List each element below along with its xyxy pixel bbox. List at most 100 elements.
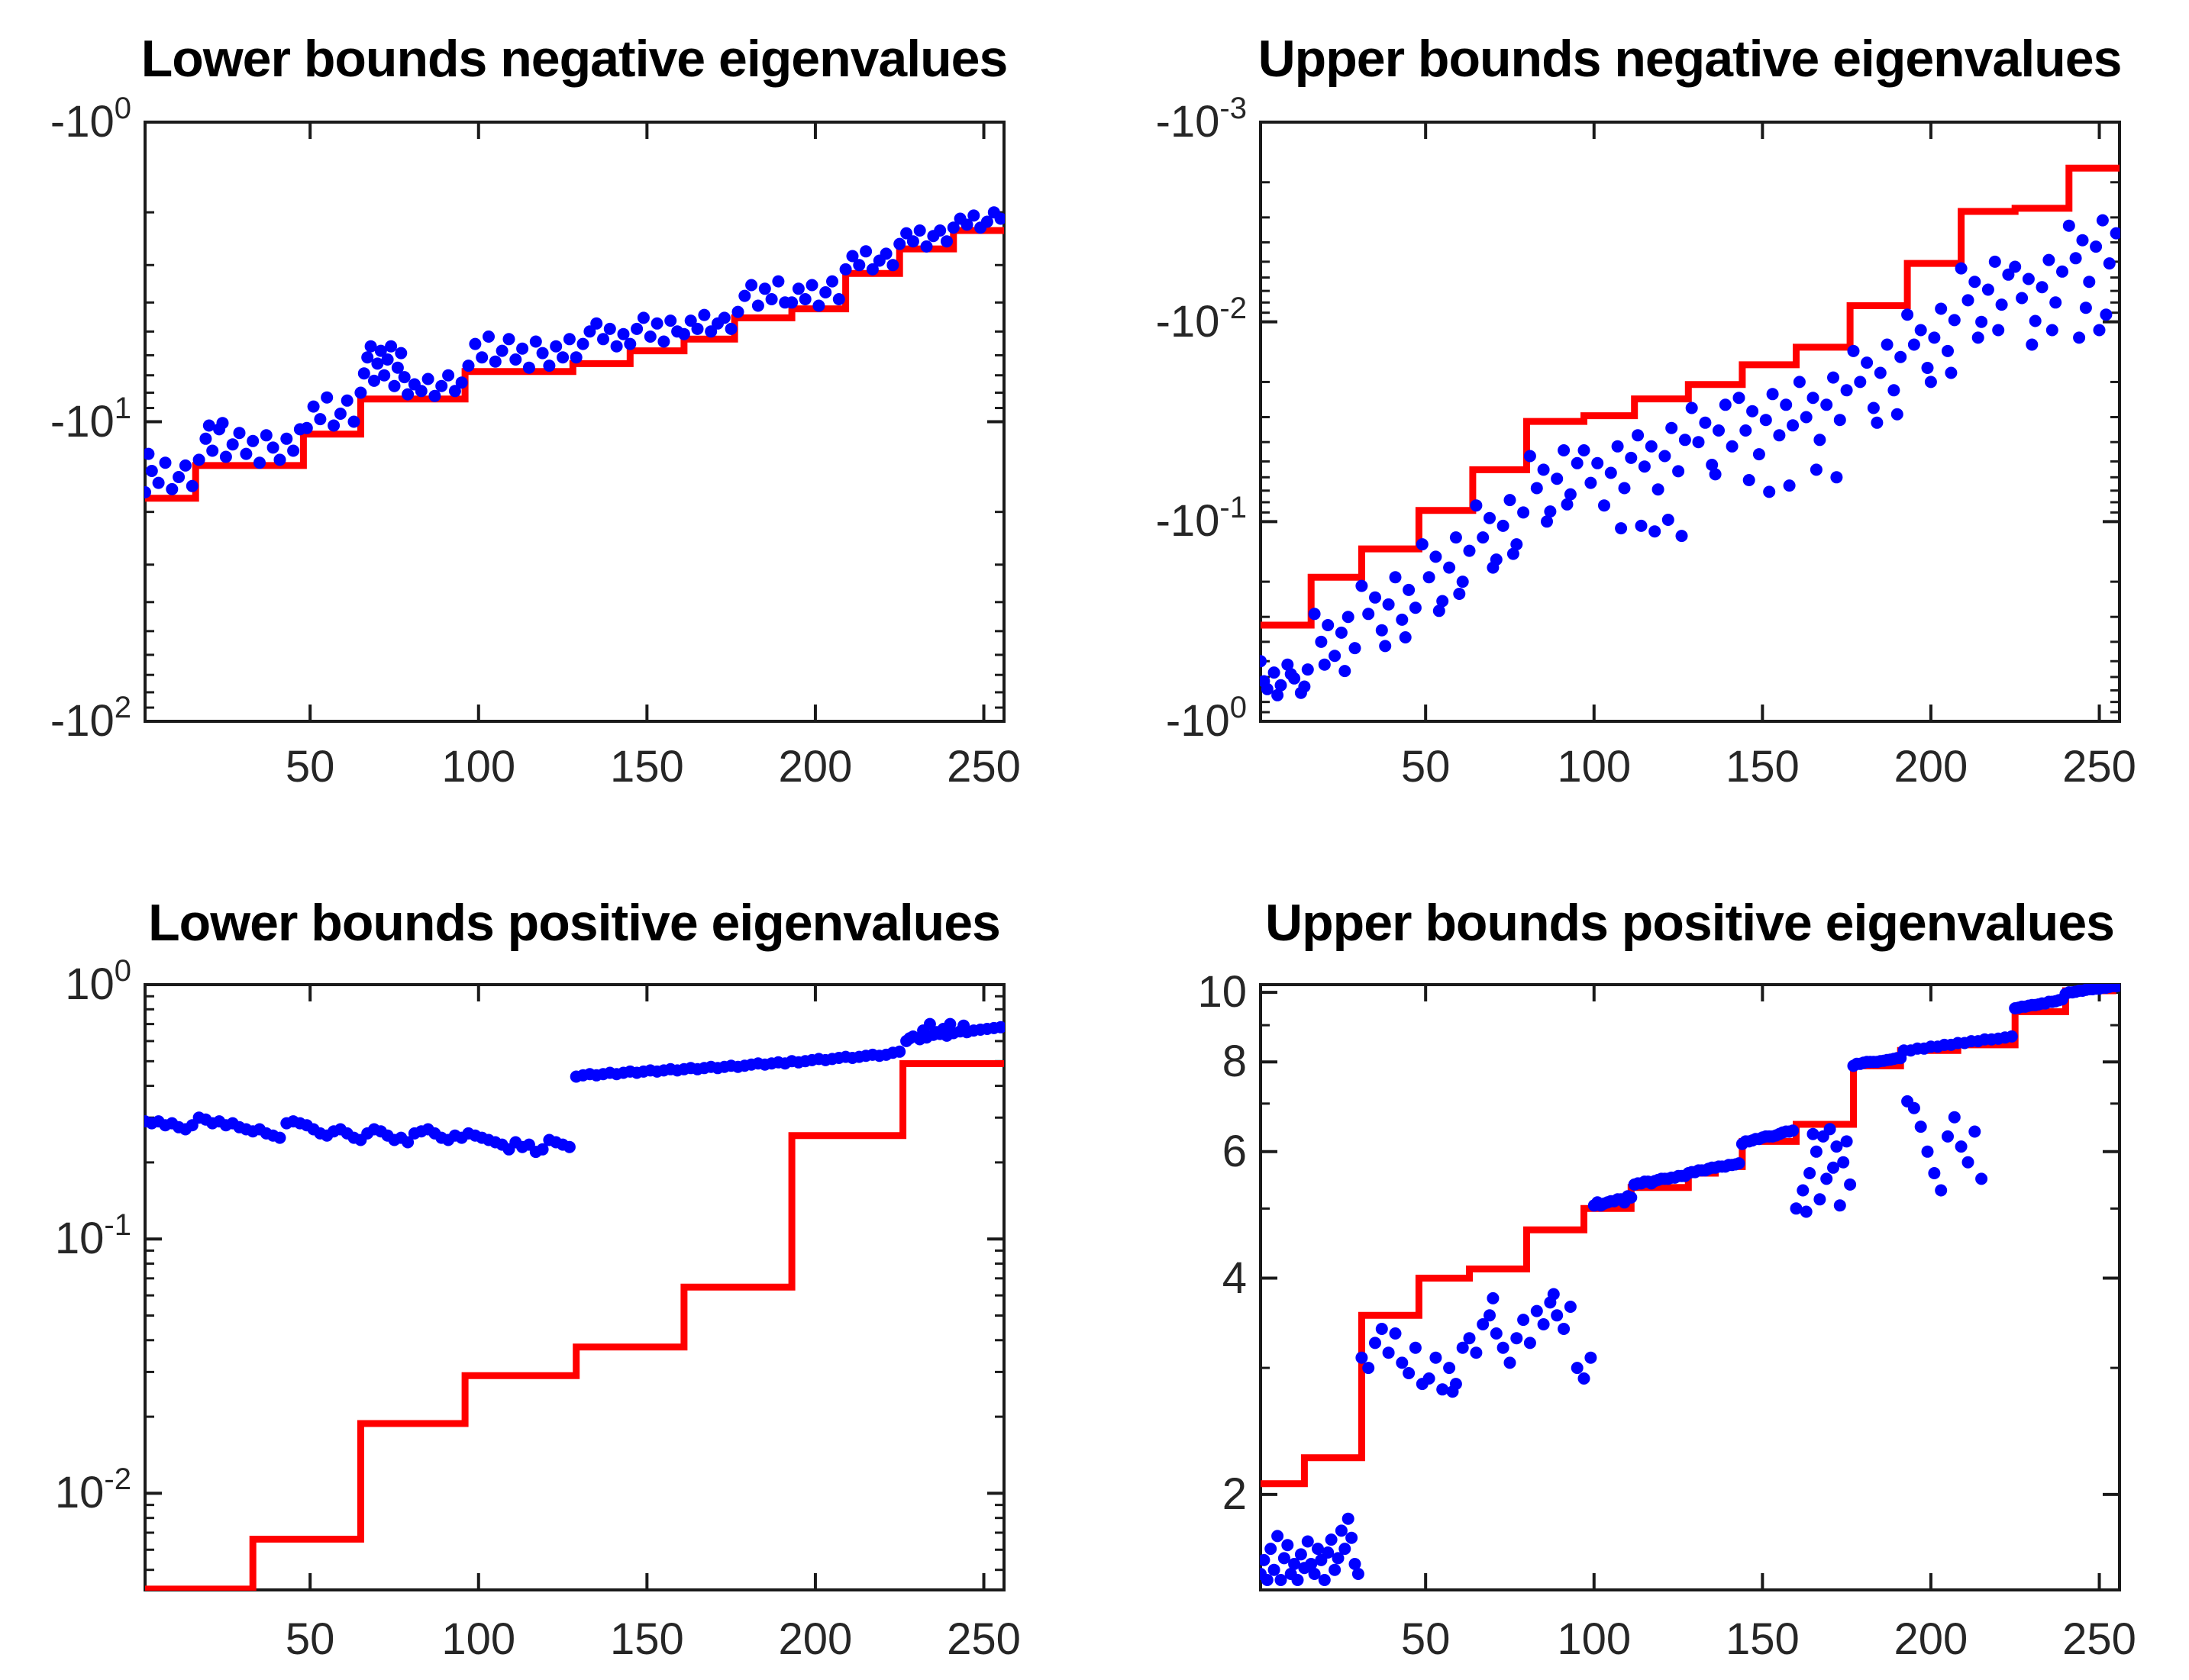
eigenvalue-bound-point bbox=[483, 331, 495, 343]
eigenvalue-bound-point bbox=[144, 447, 155, 460]
eigenvalue-bound-point bbox=[624, 337, 637, 350]
eigenvalue-bound-point bbox=[745, 279, 758, 292]
eigenvalue-bound-point bbox=[1713, 424, 1725, 437]
eigenvalue-bound-point bbox=[247, 434, 260, 447]
x-tick-label: 200 bbox=[1894, 742, 1968, 792]
plot-title-upper-neg: Upper bounds negative eigenvalues bbox=[1258, 30, 2123, 88]
eigenvalue-bound-point bbox=[1921, 362, 1934, 374]
eigenvalue-bound-point bbox=[2026, 338, 2039, 351]
eigenvalue-bound-point bbox=[731, 305, 744, 318]
eigenvalue-bound-point bbox=[1867, 401, 1880, 414]
eigenvalue-bound-point bbox=[321, 391, 334, 404]
eigenvalue-bound-point bbox=[1651, 483, 1664, 496]
y-tick-label: -102 bbox=[50, 691, 131, 746]
eigenvalue-bound-point bbox=[1463, 544, 1476, 557]
eigenvalue-bound-point bbox=[2049, 296, 2062, 309]
plot-title-upper-pos: Upper bounds positive eigenvalues bbox=[1265, 894, 2115, 952]
eigenvalue-bound-point bbox=[1584, 1351, 1597, 1364]
eigenvalue-bound-point bbox=[826, 275, 838, 288]
eigenvalue-bound-point bbox=[1763, 485, 1776, 498]
eigenvalue-bound-point bbox=[1665, 421, 1678, 434]
y-tick-label: 10 bbox=[1197, 967, 1247, 1017]
eigenvalue-bound-point bbox=[536, 1143, 549, 1156]
eigenvalue-bound-point bbox=[1274, 679, 1287, 692]
eigenvalue-bound-point bbox=[1399, 631, 1412, 643]
eigenvalue-bound-point bbox=[543, 360, 556, 372]
eigenvalue-bound-point bbox=[1264, 1543, 1277, 1556]
eigenvalue-bound-point bbox=[253, 456, 266, 469]
eigenvalue-bound-point bbox=[1955, 262, 1968, 275]
eigenvalue-bound-point bbox=[1341, 1512, 1354, 1525]
eigenvalue-bound-point bbox=[1719, 398, 1732, 411]
eigenvalue-bound-point bbox=[1948, 1111, 1961, 1124]
eigenvalue-bound-point bbox=[1281, 658, 1294, 671]
eigenvalue-bound-point bbox=[2009, 260, 2022, 273]
eigenvalue-bound-point bbox=[1301, 663, 1314, 676]
eigenvalue-bound-point bbox=[1322, 1546, 1335, 1559]
eigenvalue-bound-point bbox=[398, 371, 411, 384]
eigenvalue-bound-point bbox=[550, 340, 563, 353]
y-tick-label: -10-2 bbox=[1155, 291, 1247, 347]
eigenvalue-bound-point bbox=[402, 1136, 415, 1149]
eigenvalue-bound-point bbox=[1890, 408, 1903, 421]
eigenvalue-bound-point bbox=[1571, 1362, 1584, 1375]
eigenvalue-bound-point bbox=[1971, 331, 1984, 344]
eigenvalue-bound-point bbox=[1907, 338, 1920, 351]
subplot-2 bbox=[144, 983, 1006, 1591]
eigenvalue-bound-point bbox=[1675, 530, 1688, 543]
axes-box bbox=[144, 121, 1006, 723]
eigenvalue-bound-point bbox=[947, 221, 960, 234]
eigenvalue-bound-point bbox=[1709, 468, 1722, 481]
eigenvalue-bound-point bbox=[428, 389, 441, 402]
eigenvalue-bound-point bbox=[226, 438, 239, 451]
eigenvalue-bound-point bbox=[1484, 511, 1496, 524]
eigenvalue-bound-point bbox=[2022, 272, 2035, 285]
eigenvalue-bound-point bbox=[1881, 338, 1894, 351]
eigenvalue-bound-point bbox=[980, 215, 993, 228]
eigenvalue-bound-point bbox=[260, 429, 273, 442]
eigenvalue-bound-point bbox=[273, 1131, 286, 1144]
eigenvalue-bound-point bbox=[415, 385, 428, 398]
eigenvalue-bound-point bbox=[1658, 450, 1671, 463]
eigenvalue-bound-point bbox=[476, 351, 489, 364]
eigenvalue-bound-point bbox=[1861, 356, 1874, 369]
eigenvalue-bound-point bbox=[1261, 1574, 1274, 1586]
eigenvalue-bound-point bbox=[1312, 1543, 1324, 1556]
eigenvalue-bound-point bbox=[2045, 324, 2058, 337]
eigenvalue-bound-point bbox=[516, 342, 529, 355]
eigenvalue-bound-point bbox=[421, 372, 434, 385]
eigenvalue-bound-point bbox=[1551, 472, 1564, 485]
eigenvalue-bound-point bbox=[1389, 571, 1402, 584]
eigenvalue-bound-point bbox=[1301, 1535, 1314, 1548]
eigenvalue-bound-point bbox=[173, 471, 186, 483]
eigenvalue-bound-point bbox=[1942, 1130, 1954, 1143]
eigenvalue-bound-point bbox=[2056, 265, 2068, 278]
eigenvalue-bound-point bbox=[1780, 398, 1793, 411]
eigenvalue-bound-point bbox=[1844, 1178, 1857, 1191]
eigenvalue-bound-point bbox=[1261, 682, 1274, 695]
eigenvalue-bound-point bbox=[1840, 1135, 1853, 1148]
eigenvalue-bound-point bbox=[1288, 1558, 1301, 1570]
eigenvalue-bound-point bbox=[1661, 514, 1674, 526]
eigenvalue-bound-point bbox=[1490, 1327, 1503, 1340]
eigenvalue-bound-point bbox=[354, 386, 367, 399]
eigenvalue-bound-point bbox=[1847, 344, 1860, 357]
eigenvalue-bound-point bbox=[1490, 553, 1503, 566]
eigenvalue-bound-point bbox=[1379, 640, 1392, 653]
eigenvalue-bound-point bbox=[1432, 605, 1445, 618]
y-tick-label: -10-1 bbox=[1155, 491, 1247, 547]
eigenvalue-bound-point bbox=[1341, 611, 1354, 624]
eigenvalue-bound-point bbox=[1329, 650, 1341, 663]
eigenvalue-bound-point bbox=[1591, 456, 1604, 469]
eigenvalue-bound-point bbox=[1267, 666, 1280, 679]
eigenvalue-bound-point bbox=[2069, 252, 2082, 265]
eigenvalue-bound-point bbox=[522, 361, 535, 374]
eigenvalue-bound-point bbox=[961, 218, 973, 231]
eigenvalue-bound-point bbox=[206, 444, 219, 457]
eigenvalue-bound-point bbox=[1470, 1346, 1483, 1359]
eigenvalue-bound-point bbox=[886, 259, 899, 272]
eigenvalue-bound-point bbox=[1577, 444, 1590, 456]
eigenvalue-bound-point bbox=[1854, 376, 1867, 389]
eigenvalue-bound-point bbox=[913, 224, 926, 237]
eigenvalue-bound-point bbox=[941, 235, 953, 248]
